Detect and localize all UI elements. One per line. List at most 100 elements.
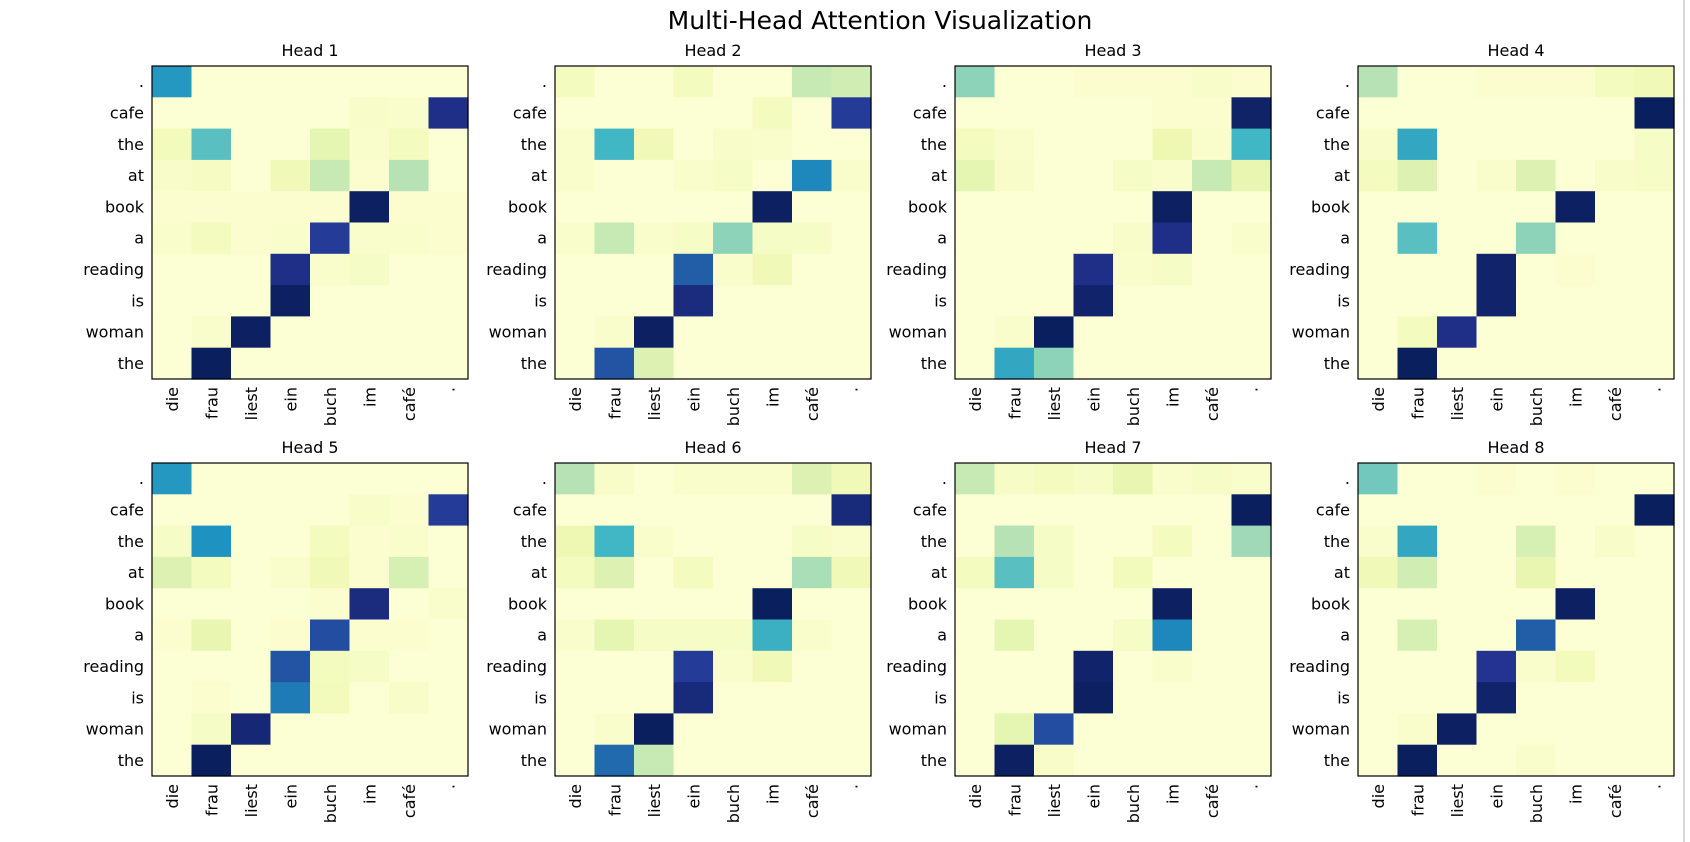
heatmap-cell	[270, 97, 311, 130]
panel-title: Head 5	[281, 438, 338, 457]
heatmap-cell	[231, 316, 272, 349]
heatmap-cell	[270, 588, 311, 621]
panel-title: Head 6	[684, 438, 741, 457]
y-tick-label: the	[921, 354, 947, 373]
heatmap-cell	[1555, 191, 1596, 224]
x-tick-label: die	[966, 387, 985, 411]
heatmap-cell	[270, 66, 311, 98]
y-tick-label: woman	[86, 720, 144, 739]
heatmap-cell	[1034, 253, 1075, 286]
x-tick-label: im	[1163, 784, 1182, 804]
y-tick-label: at	[931, 563, 947, 582]
heatmap-cell	[1358, 97, 1399, 130]
heatmap-cell	[349, 253, 390, 286]
heatmap-cell	[1634, 347, 1675, 380]
y-tick-label: book	[508, 197, 548, 216]
heatmap-cell	[1397, 744, 1438, 777]
heatmap-cell	[831, 159, 872, 192]
x-tick-label: im	[763, 387, 782, 407]
heatmap-cell	[1437, 713, 1478, 746]
heatmap-cell	[1437, 525, 1478, 558]
heatmap-cell	[1231, 285, 1272, 317]
heatmap-cell	[231, 588, 272, 621]
heatmap-cell	[349, 128, 390, 161]
heatmap-panel: Head 2.cafetheatbookareadingiswomanthedi…	[486, 41, 872, 426]
heatmap-cell	[1358, 588, 1399, 621]
heatmap-panel: Head 3.cafetheatbookareadingiswomanthedi…	[886, 41, 1272, 426]
heatmap-cell	[1192, 191, 1233, 224]
x-tick-label: frau	[1408, 387, 1427, 419]
heatmap-cell	[1476, 588, 1517, 621]
y-tick-label: book	[1311, 594, 1351, 613]
heatmap-cell	[1152, 222, 1193, 255]
heatmap-cell	[349, 159, 390, 192]
heatmap-cell	[955, 463, 996, 495]
heatmap-cell	[270, 682, 311, 714]
heatmap-cell	[1113, 525, 1154, 558]
heatmap-cell	[594, 744, 635, 777]
heatmap-cell	[428, 713, 469, 746]
x-tick-label: ein	[1084, 784, 1103, 808]
heatmap-cell	[428, 556, 469, 589]
x-tick-label: .	[1645, 387, 1664, 392]
heatmap-cell	[1516, 285, 1557, 317]
heatmap-cell	[389, 713, 430, 746]
heatmap-cell	[349, 191, 390, 224]
y-tick-label: a	[1340, 229, 1350, 248]
y-tick-label: woman	[489, 323, 547, 342]
heatmap-cell	[389, 556, 430, 589]
x-tick-label: die	[163, 387, 182, 411]
y-tick-label: at	[531, 563, 547, 582]
heatmap-cell	[955, 222, 996, 255]
y-tick-label: the	[521, 135, 547, 154]
heatmap-cell	[1152, 713, 1193, 746]
heatmap-cell	[428, 619, 469, 652]
heatmap-cell	[231, 682, 272, 714]
heatmap-cell	[1437, 285, 1478, 317]
heatmap-cell	[1516, 159, 1557, 192]
heatmap-cell	[1476, 128, 1517, 161]
heatmap-cell	[191, 253, 232, 286]
heatmap-cell	[994, 682, 1035, 714]
heatmap-cell	[191, 285, 232, 317]
heatmap-cell	[1437, 128, 1478, 161]
heatmap-cell	[994, 128, 1035, 161]
y-tick-label: is	[534, 688, 547, 707]
heatmap-cell	[428, 347, 469, 380]
y-tick-label: cafe	[1316, 103, 1350, 122]
heatmap-cell	[191, 744, 232, 777]
y-tick-label: the	[521, 751, 547, 770]
heatmap-cell	[1192, 128, 1233, 161]
heatmap-cell	[1034, 97, 1075, 130]
y-tick-label: book	[508, 594, 548, 613]
heatmap-cell	[310, 682, 351, 714]
heatmap-panel: Head 5.cafetheatbookareadingiswomanthedi…	[83, 438, 469, 823]
heatmap-cell	[1516, 744, 1557, 777]
heatmap-cell	[1231, 159, 1272, 192]
heatmap-cell	[955, 713, 996, 746]
heatmap-cell	[1595, 650, 1636, 683]
x-tick-label: frau	[1005, 387, 1024, 419]
heatmap-cell	[713, 494, 754, 527]
window-edge	[1683, 0, 1685, 842]
y-tick-label: at	[128, 166, 144, 185]
heatmap-cell	[1555, 463, 1596, 495]
heatmap-cell	[1192, 556, 1233, 589]
heatmap-cell	[831, 316, 872, 349]
heatmap-cell	[349, 650, 390, 683]
heatmap-cell	[831, 619, 872, 652]
heatmap-cell	[673, 650, 714, 683]
heatmap-cell	[270, 463, 311, 495]
heatmap-cell	[1231, 66, 1272, 98]
heatmap-cell	[349, 347, 390, 380]
heatmap-cell	[1358, 556, 1399, 589]
heatmap-cell	[594, 463, 635, 495]
x-tick-label: die	[966, 784, 985, 808]
heatmap-cell	[1516, 253, 1557, 286]
y-tick-label: a	[1340, 626, 1350, 645]
heatmap-cell	[1437, 222, 1478, 255]
heatmap-cell	[1192, 347, 1233, 380]
y-tick-label: the	[118, 751, 144, 770]
y-tick-label: at	[128, 563, 144, 582]
heatmap-cell	[1437, 159, 1478, 192]
